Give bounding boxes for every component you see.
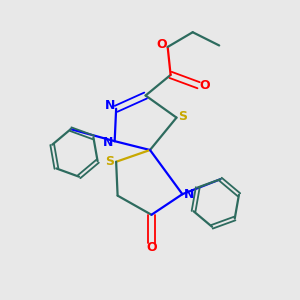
Text: O: O [156, 38, 166, 50]
Text: N: N [184, 188, 194, 201]
Text: O: O [200, 79, 210, 92]
Text: N: N [103, 136, 113, 149]
Text: S: S [105, 155, 114, 168]
Text: O: O [146, 241, 157, 254]
Text: N: N [104, 99, 115, 112]
Text: S: S [178, 110, 188, 123]
